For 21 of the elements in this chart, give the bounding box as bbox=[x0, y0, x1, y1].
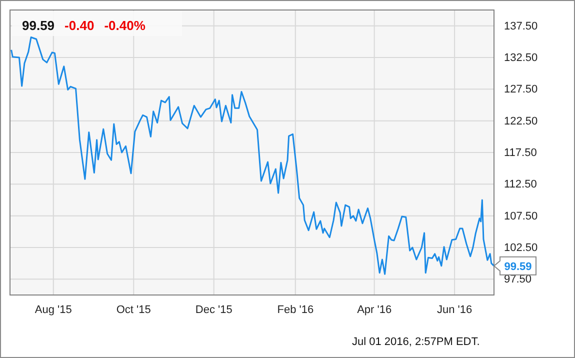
x-tick-label: Oct '15 bbox=[116, 304, 151, 316]
y-tick-label: 102.50 bbox=[504, 242, 538, 254]
line-series bbox=[10, 36, 495, 275]
y-tick-label: 97.50 bbox=[504, 274, 532, 286]
y-tick-label: 107.50 bbox=[504, 210, 538, 222]
x-tick-label: Apr '16 bbox=[357, 304, 392, 316]
x-tick-label: Jun '16 bbox=[436, 304, 472, 316]
y-tick-label: 132.50 bbox=[504, 52, 538, 64]
y-tick-label: 112.50 bbox=[504, 178, 537, 191]
text: Jul 01 2016, 2:57PM EDT. bbox=[352, 336, 480, 348]
y-tick-label: 137.50 bbox=[504, 20, 538, 32]
x-tick-label: Dec '15 bbox=[195, 304, 232, 316]
annotation: -0.40% bbox=[104, 18, 146, 33]
y-tick-label: 122.50 bbox=[504, 115, 538, 128]
x-tick-label: Feb '16 bbox=[277, 304, 314, 316]
y-tick-label: 127.50 bbox=[504, 84, 538, 96]
x-tick-label: Aug '15 bbox=[34, 304, 72, 316]
text: 99.59 bbox=[22, 18, 55, 33]
annotation: -0.40 bbox=[64, 18, 94, 33]
y-tick-label: 117.50 bbox=[504, 147, 537, 160]
annotation: 99.59 bbox=[504, 260, 532, 273]
